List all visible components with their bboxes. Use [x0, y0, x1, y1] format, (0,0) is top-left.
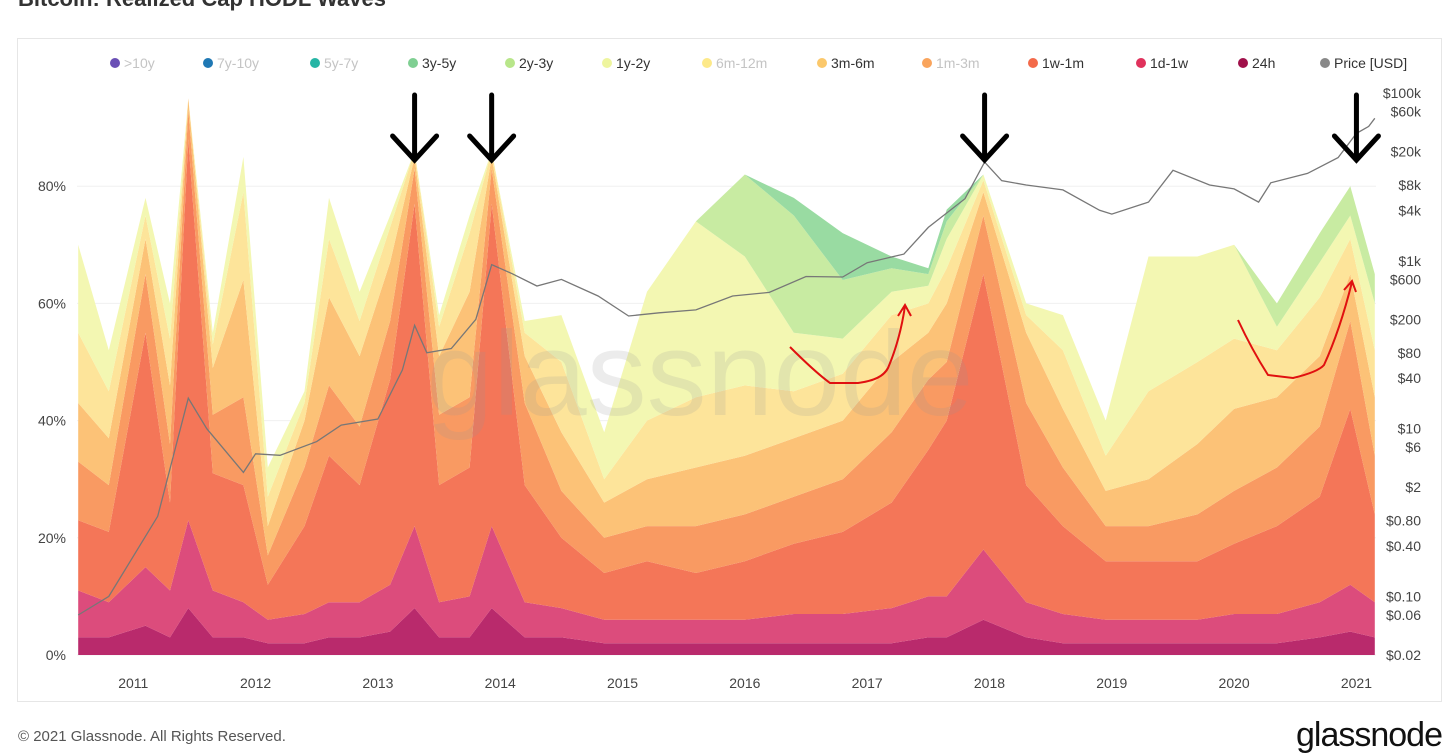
legend-label: 7y-10y [217, 55, 259, 71]
arrow-down-icon [960, 92, 1010, 164]
arrow-down-icon [390, 92, 440, 164]
area-6m-12m [78, 98, 1375, 527]
legend-dot-icon [702, 58, 712, 68]
x-tick-label: 2015 [607, 675, 638, 691]
legend-item-2y-3y[interactable]: 2y-3y [505, 55, 553, 71]
arrow-down-icon [1331, 92, 1381, 164]
legend-label: Price [USD] [1334, 55, 1407, 71]
legend-label: 2y-3y [519, 55, 553, 71]
x-tick-label: 2020 [1219, 675, 1250, 691]
legend-dot-icon [602, 58, 612, 68]
watermark: glassnode [426, 307, 973, 441]
price-tick-label: $0.06 [1386, 607, 1421, 623]
price-tick-label: $60k [1391, 104, 1422, 120]
glassnode-logo: glassnode [1295, 716, 1443, 754]
legend-label: 1m-3m [936, 55, 980, 71]
price-tick-label: $0.80 [1386, 513, 1421, 529]
x-tick-label: 2011 [118, 675, 148, 691]
legend-item-6m-12m[interactable]: 6m-12m [702, 55, 767, 71]
price-tick-label: $20k [1391, 144, 1422, 160]
legend-dot-icon [505, 58, 515, 68]
legend-dot-icon [1320, 58, 1330, 68]
price-tick-label: $2 [1405, 479, 1421, 495]
legend-dot-icon [1028, 58, 1038, 68]
legend-dot-icon [110, 58, 120, 68]
legend-item--10y[interactable]: >10y [110, 55, 155, 71]
red-curve-annotation [1237, 279, 1357, 380]
area-24h [78, 608, 1375, 655]
legend-label: 1y-2y [616, 55, 650, 71]
legend-dot-icon [1136, 58, 1146, 68]
price-tick-label: $4k [1398, 202, 1422, 218]
price-tick-label: $100k [1383, 85, 1422, 101]
y-tick-label: 40% [38, 413, 66, 429]
legend-item-7y-10y[interactable]: 7y-10y [203, 55, 259, 71]
price-tick-label: $0.40 [1386, 538, 1421, 554]
legend-dot-icon [817, 58, 827, 68]
y-tick-label: 60% [38, 295, 66, 311]
y-tick-label: 20% [38, 530, 66, 546]
legend-dot-icon [408, 58, 418, 68]
price-tick-label: $80 [1398, 345, 1422, 361]
copyright: © 2021 Glassnode. All Rights Reserved. [18, 728, 286, 745]
area-3m-6m [78, 98, 1375, 556]
legend-dot-icon [203, 58, 213, 68]
price-tick-label: $0.02 [1386, 647, 1421, 663]
legend-item-3y-5y[interactable]: 3y-5y [408, 55, 456, 71]
price-line [77, 117, 1376, 616]
x-tick-label: 2012 [240, 675, 271, 691]
price-tick-label: $10 [1398, 421, 1422, 437]
area-1w-1m [78, 139, 1375, 620]
x-tick-label: 2013 [362, 675, 393, 691]
legend-label: 1d-1w [1150, 55, 1189, 71]
price-tick-label: $8k [1398, 177, 1422, 193]
x-tick-label: 2017 [852, 675, 883, 691]
area-1m-3m [78, 110, 1375, 585]
legend-dot-icon [310, 58, 320, 68]
legend-item-3m-6m[interactable]: 3m-6m [817, 55, 875, 71]
legend-label: 3y-5y [422, 55, 456, 71]
arrow-down-icon [467, 92, 517, 164]
legend-item-1d-1w[interactable]: 1d-1w [1136, 55, 1189, 71]
y-tick-label: 0% [46, 647, 66, 663]
red-curve-annotation [789, 303, 912, 384]
legend-label: >10y [124, 55, 155, 71]
legend-label: 24h [1252, 55, 1275, 71]
price-tick-label: $40 [1398, 370, 1422, 386]
chart-frame [17, 38, 1442, 702]
x-tick-label: 2014 [485, 675, 516, 691]
legend-label: 1w-1m [1042, 55, 1084, 71]
chart-title: Bitcoin: Realized Cap HODL Waves [18, 0, 386, 12]
legend-item-5y-7y[interactable]: 5y-7y [310, 55, 358, 71]
area-1y-2y [78, 98, 1375, 497]
price-tick-label: $1k [1398, 253, 1422, 269]
y-tick-label: 80% [38, 178, 66, 194]
legend-label: 3m-6m [831, 55, 875, 71]
legend-dot-icon [1238, 58, 1248, 68]
x-tick-label: 2018 [974, 675, 1005, 691]
price-tick-label: $0.10 [1386, 588, 1421, 604]
legend-item-1w-1m[interactable]: 1w-1m [1028, 55, 1084, 71]
price-tick-label: $200 [1390, 311, 1421, 327]
x-tick-label: 2021 [1341, 675, 1372, 691]
legend-item-price--usd-[interactable]: Price [USD] [1320, 55, 1407, 71]
legend-item-1y-2y[interactable]: 1y-2y [602, 55, 650, 71]
legend-item-1m-3m[interactable]: 1m-3m [922, 55, 980, 71]
x-tick-label: 2016 [729, 675, 760, 691]
legend-item-24h[interactable]: 24h [1238, 55, 1275, 71]
price-tick-label: $600 [1390, 271, 1421, 287]
x-tick-label: 2019 [1096, 675, 1127, 691]
legend-label: 6m-12m [716, 55, 767, 71]
area-1d-1w [78, 520, 1375, 644]
price-tick-label: $6 [1405, 439, 1421, 455]
legend-label: 5y-7y [324, 55, 358, 71]
legend-dot-icon [922, 58, 932, 68]
